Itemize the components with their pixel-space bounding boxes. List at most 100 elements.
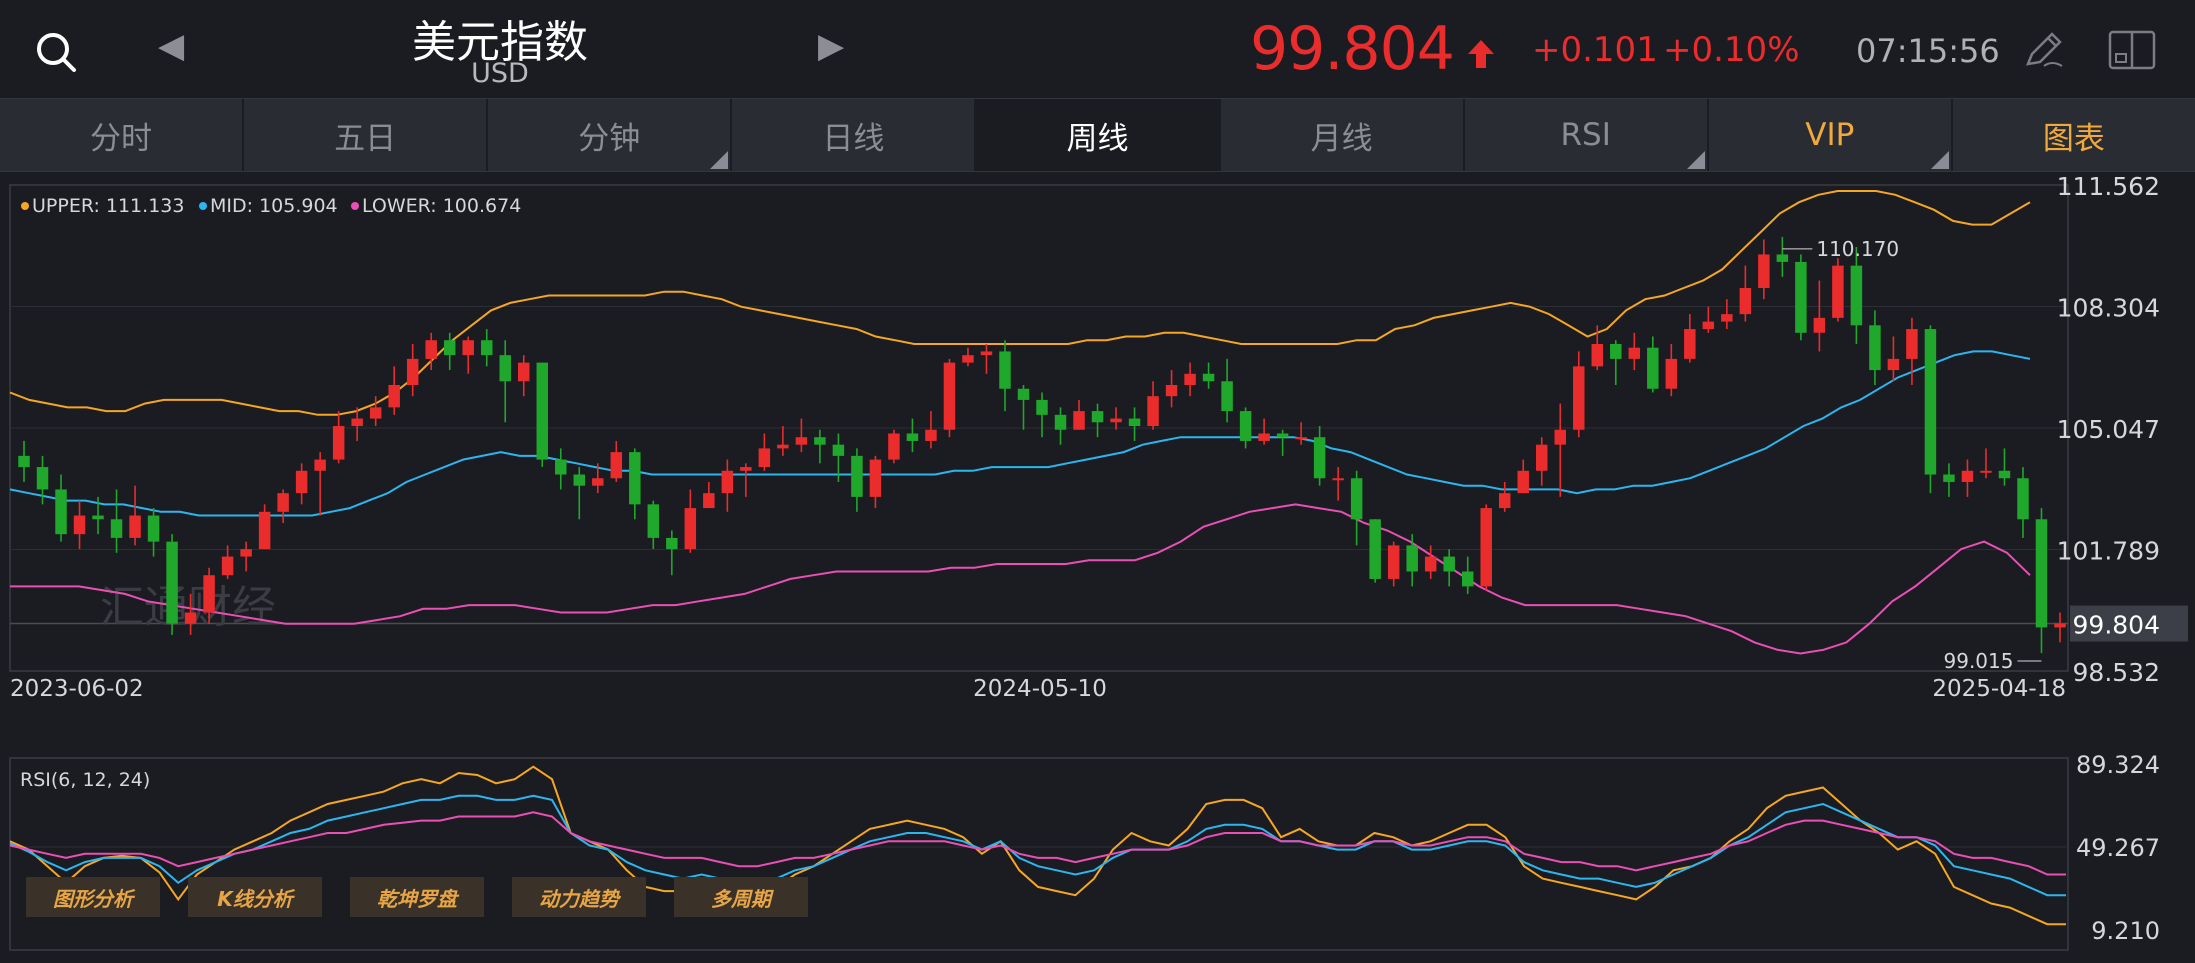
- x-tick-label: 2024-05-10: [973, 676, 1107, 702]
- candle-body: [777, 444, 789, 449]
- analysis-button-1[interactable]: K线分析: [188, 877, 322, 917]
- legend-dot: [21, 202, 29, 210]
- candle: [36, 455, 49, 505]
- candle-body: [55, 489, 67, 535]
- candle: [1776, 236, 1789, 277]
- candle-body: [1869, 325, 1881, 371]
- tab-label: 分时: [90, 120, 153, 157]
- candle-body: [1628, 347, 1641, 359]
- rsi-panel-frame: [9, 757, 2069, 951]
- candle-body: [1165, 384, 1178, 397]
- candle: [1017, 384, 1030, 430]
- candle-body: [258, 511, 271, 550]
- prev-instrument-arrow-icon[interactable]: ◀: [158, 26, 185, 66]
- analysis-button-4[interactable]: 多周期: [674, 877, 808, 917]
- candle-body: [1350, 478, 1363, 520]
- analysis-button-3[interactable]: 动力趋势: [512, 877, 646, 917]
- price-change: +0.101: [1532, 30, 1658, 70]
- candle-body: [943, 362, 956, 430]
- candle-body: [203, 575, 215, 613]
- tab-7[interactable]: VIP: [1709, 99, 1953, 171]
- layout-switch-icon[interactable]: [2106, 28, 2158, 72]
- candle: [1295, 422, 1307, 445]
- candle-body: [1073, 411, 1085, 430]
- candle-body: [1906, 329, 1918, 359]
- next-instrument-arrow-icon[interactable]: ▶: [818, 26, 845, 66]
- analysis-button-0[interactable]: 图形分析: [26, 877, 160, 917]
- candle: [795, 418, 808, 453]
- candle-body: [1202, 373, 1215, 382]
- rsi-tick-label: 89.324: [2076, 751, 2160, 779]
- tab-1[interactable]: 五日: [244, 99, 489, 171]
- candle: [1850, 246, 1863, 344]
- candle: [647, 500, 660, 550]
- tab-0[interactable]: 分时: [0, 99, 245, 171]
- candle-body: [499, 355, 511, 382]
- candle: [388, 366, 400, 415]
- candle-body: [480, 340, 493, 356]
- tab-3[interactable]: 日线: [732, 99, 977, 171]
- candle: [703, 481, 715, 509]
- candle-body: [1739, 288, 1752, 315]
- analysis-button-2[interactable]: 乾坤罗盘: [350, 877, 484, 917]
- candle-body: [629, 452, 641, 505]
- candle: [1517, 459, 1529, 494]
- candle-body: [1147, 396, 1159, 427]
- candle-body: [1702, 321, 1715, 330]
- candle: [962, 347, 974, 367]
- tab-8[interactable]: 图表: [1953, 99, 2195, 171]
- last-price-tag: [2070, 605, 2188, 642]
- candle-body: [1776, 254, 1789, 262]
- candle: [369, 396, 382, 427]
- candle: [1591, 325, 1604, 371]
- candle: [1387, 541, 1400, 587]
- candle-body: [1258, 433, 1270, 441]
- rsi-tick-label: 49.267: [2076, 834, 2160, 862]
- candle-body: [2035, 519, 2048, 628]
- candle: [499, 340, 511, 423]
- candle: [1924, 325, 1937, 494]
- candle: [758, 433, 771, 471]
- high-label: 110.170: [1816, 237, 1899, 261]
- candle: [1369, 519, 1381, 583]
- tab-5[interactable]: 月线: [1221, 99, 1465, 171]
- candle: [1628, 332, 1641, 371]
- price-up-arrow-icon: [1468, 40, 1494, 68]
- candle-body: [1647, 347, 1659, 389]
- candle-body: [314, 459, 326, 471]
- pen-icon[interactable]: [2022, 30, 2066, 70]
- candle: [1980, 448, 1992, 479]
- candle: [258, 504, 271, 550]
- tab-2[interactable]: 分钟: [488, 99, 733, 171]
- candle: [129, 485, 141, 546]
- tab-6[interactable]: RSI: [1465, 99, 1709, 171]
- tab-4[interactable]: 周线: [976, 99, 1221, 171]
- tab-label: 分钟: [578, 120, 641, 157]
- candle-body: [2054, 623, 2066, 628]
- candle-body: [1887, 358, 1900, 371]
- candle: [18, 440, 30, 482]
- candle-body: [1684, 329, 1696, 359]
- candle-body: [740, 467, 752, 471]
- legend-label: LOWER: 100.674: [362, 195, 521, 217]
- candle: [1221, 358, 1233, 423]
- search-icon[interactable]: [34, 30, 78, 74]
- candle: [610, 440, 623, 482]
- candle: [814, 429, 826, 464]
- candle-body: [721, 470, 734, 494]
- candle-body: [1721, 314, 1733, 322]
- candle-body: [1554, 429, 1566, 445]
- candle: [1887, 336, 1900, 382]
- candle: [1054, 407, 1067, 445]
- candle-body: [1332, 478, 1344, 481]
- y-tick-label: 108.304: [2057, 294, 2160, 323]
- band-mid-line: [9, 350, 2031, 517]
- y-tick-label: 98.532: [2073, 658, 2160, 687]
- candle-body: [1850, 265, 1863, 326]
- candle-body: [758, 448, 771, 468]
- candle-body: [647, 504, 660, 538]
- legend-label: MID: 105.904: [210, 195, 338, 217]
- candle-body: [1758, 254, 1770, 289]
- header-bar: ◀ 美元指数 USD ▶ 99.804 +0.101 +0.10% 07:15:…: [0, 0, 2195, 98]
- candle: [2035, 508, 2048, 653]
